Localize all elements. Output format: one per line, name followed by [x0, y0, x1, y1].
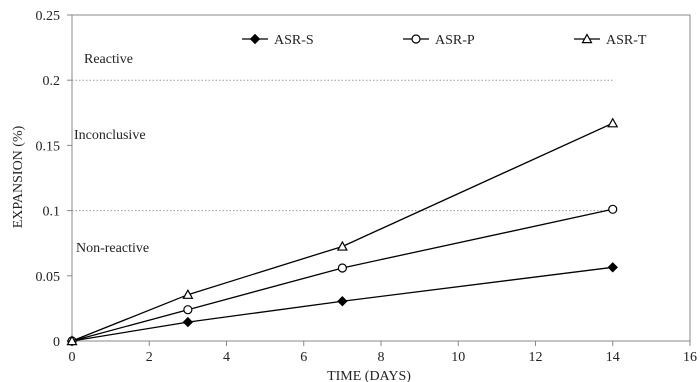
y-tick-label: 0	[53, 335, 60, 350]
plot-frame	[71, 14, 691, 342]
plot-area	[71, 14, 691, 342]
data-point	[608, 204, 618, 214]
y-tick-label: 0.25	[36, 9, 61, 24]
y-tick-label: 0.1	[43, 205, 61, 220]
annotation-non-reactive: Non-reactive	[76, 241, 149, 256]
x-tick-label: 6	[300, 350, 307, 365]
legend-label-asr-t: ASR-T	[606, 33, 647, 48]
annotation-inconclusive: Inconclusive	[74, 128, 146, 143]
x-axis-title: TIME (DAYS)	[327, 369, 411, 382]
y-tick-label: 0.2	[43, 74, 61, 89]
data-point	[337, 296, 348, 307]
data-point	[337, 263, 347, 273]
series-asr-p	[67, 204, 618, 346]
threshold-lines	[72, 79, 613, 212]
data-point	[336, 240, 348, 251]
data-point	[607, 117, 619, 128]
legend: ASR-S ASR-P ASR-T	[242, 33, 647, 48]
data-point	[182, 288, 194, 299]
series-line	[71, 122, 614, 342]
x-tick-label: 16	[683, 350, 697, 365]
series-asr-s	[66, 262, 618, 347]
y-tick-label: 0.15	[36, 139, 61, 154]
x-tick-label: 2	[146, 350, 153, 365]
data-point	[607, 262, 618, 273]
legend-marker	[249, 33, 261, 45]
x-tick-label: 12	[529, 350, 543, 365]
annotation-reactive: Reactive	[84, 52, 133, 67]
x-tick-label: 8	[378, 350, 385, 365]
region-annotations: Reactive Inconclusive Non-reactive	[74, 52, 149, 256]
x-tick-label: 4	[223, 350, 230, 365]
legend-label-asr-s: ASR-S	[274, 33, 314, 48]
series-asr-t	[66, 117, 619, 346]
data-point	[183, 305, 193, 315]
legend-label-asr-p: ASR-P	[435, 33, 475, 48]
x-tick-label: 10	[451, 350, 465, 365]
x-tick-label: 14	[606, 350, 620, 365]
data-point	[182, 316, 194, 328]
y-tick-label: 0.05	[36, 270, 61, 285]
y-axis-title: EXPANSION (%)	[11, 125, 26, 228]
series-line	[71, 208, 613, 342]
series-lines	[66, 117, 619, 347]
legend-marker	[411, 34, 421, 44]
axes: 0 2 4 6 8 10 12 14 16 0 0.05 0.1 0.15 0.2 0.25	[36, 9, 698, 365]
x-tick-label: 0	[69, 350, 76, 365]
series-line	[71, 266, 613, 342]
legend-marker	[581, 33, 593, 44]
data-point	[66, 335, 78, 346]
